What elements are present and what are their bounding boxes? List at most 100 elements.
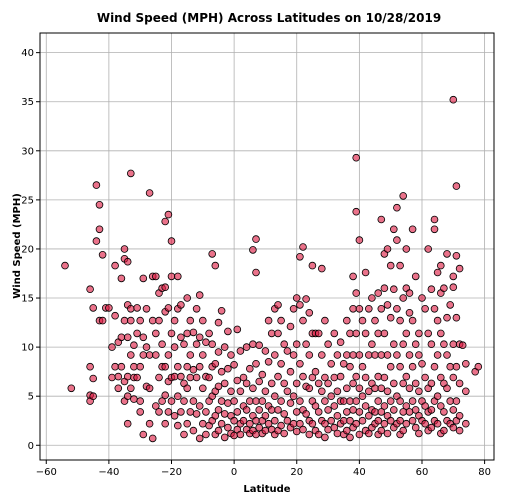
- data-point: [346, 397, 354, 405]
- data-point: [371, 351, 379, 359]
- data-point: [111, 311, 119, 320]
- data-point: [183, 419, 192, 428]
- data-point: [189, 397, 198, 405]
- data-point: [380, 284, 389, 293]
- data-point: [114, 384, 123, 393]
- data-point: [246, 364, 254, 373]
- data-point: [267, 329, 276, 338]
- data-point: [195, 434, 204, 443]
- data-point: [324, 425, 332, 434]
- data-point: [386, 416, 395, 425]
- data-point: [277, 421, 285, 430]
- plot-frame: [39, 32, 495, 461]
- data-point: [386, 397, 395, 405]
- data-point: [455, 411, 464, 420]
- data-point: [396, 397, 404, 405]
- data-point: [142, 343, 151, 351]
- data-point: [108, 373, 116, 382]
- data-point: [227, 351, 235, 359]
- data-point: [440, 408, 448, 416]
- data-point: [342, 384, 351, 393]
- data-point: [145, 419, 154, 428]
- data-point: [270, 416, 279, 425]
- data-point: [292, 408, 301, 416]
- data-point: [155, 316, 163, 325]
- data-point: [433, 419, 442, 428]
- data-point: [377, 408, 386, 416]
- data-point: [418, 359, 426, 368]
- data-point: [449, 272, 458, 281]
- data-point: [440, 340, 448, 349]
- data-point: [164, 351, 173, 359]
- data-point: [239, 416, 248, 425]
- data-point: [327, 416, 336, 425]
- data-point: [155, 373, 163, 382]
- data-point: [152, 329, 160, 338]
- data-point: [380, 329, 389, 338]
- data-point: [443, 384, 451, 393]
- data-point: [427, 340, 436, 349]
- data-point: [449, 340, 458, 349]
- data-point: [261, 347, 270, 355]
- data-point: [408, 397, 417, 405]
- data-point: [389, 406, 398, 414]
- data-point: [299, 316, 307, 325]
- x-tick-label: 60: [416, 467, 429, 478]
- data-point: [415, 429, 423, 438]
- data-point: [183, 294, 192, 302]
- data-point: [296, 419, 304, 428]
- data-point: [86, 285, 94, 294]
- x-tick-label: 80: [478, 467, 491, 478]
- data-point: [283, 416, 292, 425]
- data-point: [236, 430, 245, 439]
- data-point: [177, 301, 185, 309]
- data-point: [421, 373, 429, 382]
- data-point: [274, 406, 282, 414]
- data-point: [421, 402, 429, 410]
- data-point: [139, 430, 148, 439]
- data-point: [393, 304, 401, 313]
- data-point: [449, 95, 458, 104]
- data-point: [408, 362, 417, 371]
- data-point: [130, 395, 138, 403]
- data-point: [242, 343, 251, 351]
- data-point: [355, 236, 364, 244]
- data-point: [424, 245, 433, 253]
- data-points: [61, 95, 483, 443]
- data-point: [214, 426, 223, 435]
- data-point: [292, 427, 301, 436]
- data-point: [95, 201, 104, 209]
- data-point: [177, 333, 185, 342]
- data-point: [277, 316, 285, 325]
- data-point: [283, 387, 292, 396]
- data-point: [274, 372, 282, 381]
- data-point: [255, 341, 264, 350]
- data-point: [195, 333, 204, 342]
- data-point: [86, 362, 94, 371]
- data-point: [421, 419, 429, 428]
- data-point: [349, 351, 357, 359]
- data-point: [292, 340, 301, 349]
- data-point: [211, 411, 220, 420]
- data-point: [220, 379, 229, 388]
- data-point: [352, 207, 361, 216]
- data-point: [355, 408, 364, 416]
- data-point: [133, 304, 141, 312]
- data-point: [192, 340, 201, 349]
- data-point: [449, 423, 458, 432]
- data-point: [161, 217, 170, 226]
- data-point: [440, 426, 448, 435]
- data-point: [230, 416, 238, 425]
- data-point: [461, 387, 470, 396]
- data-point: [233, 376, 242, 385]
- data-point: [452, 313, 461, 322]
- data-point: [446, 397, 455, 405]
- x-tick-label: 0: [231, 467, 237, 478]
- data-point: [355, 304, 364, 313]
- data-point: [402, 329, 411, 338]
- data-point: [461, 359, 470, 368]
- data-point: [327, 359, 336, 368]
- data-point: [455, 379, 464, 388]
- data-point: [461, 419, 470, 428]
- data-point: [449, 283, 458, 292]
